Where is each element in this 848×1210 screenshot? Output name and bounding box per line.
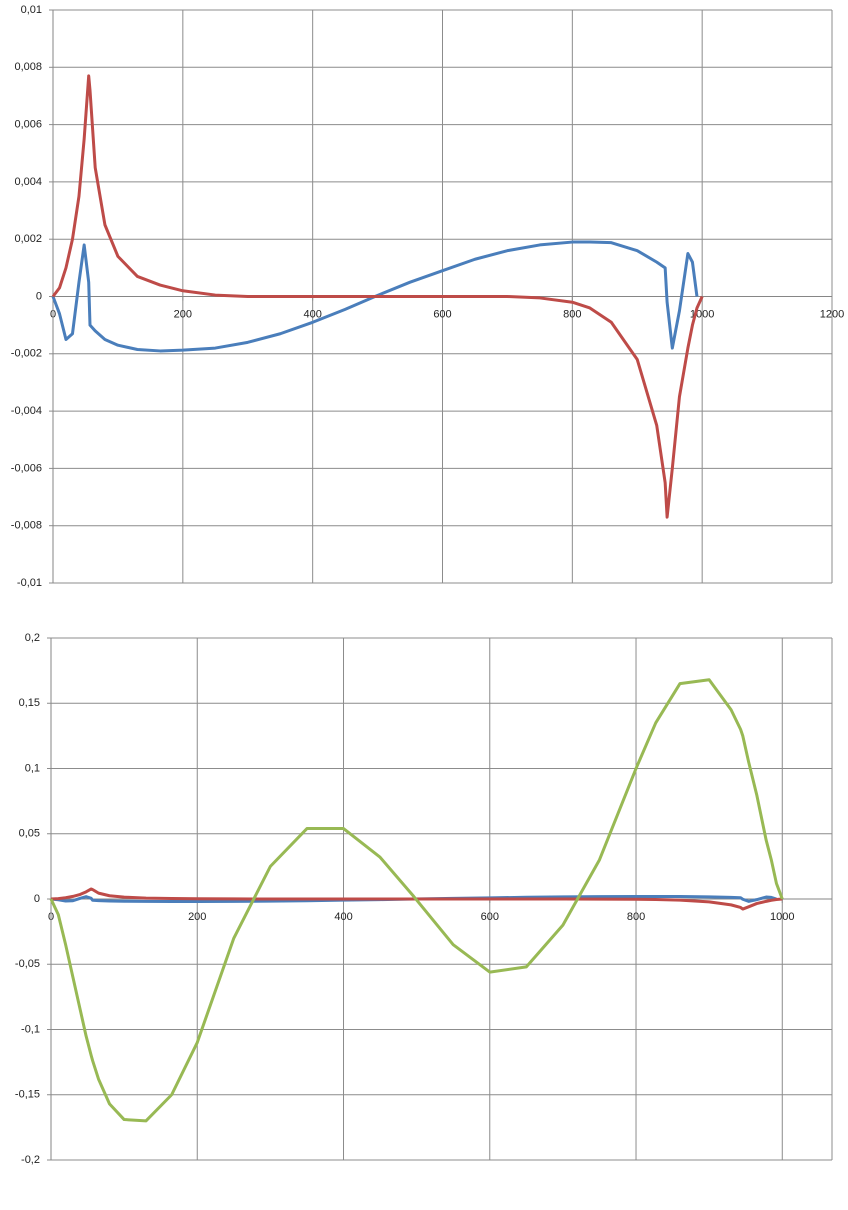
x-tick-label: 600 <box>481 911 499 923</box>
y-tick-label: 0 <box>36 290 42 302</box>
x-tick-label: 800 <box>627 911 645 923</box>
x-tick-label: 400 <box>303 308 321 320</box>
x-tick-label: 800 <box>563 308 581 320</box>
y-tick-label: -0,008 <box>11 520 42 532</box>
y-tick-label: 0,002 <box>14 233 42 245</box>
y-tick-label: 0,15 <box>19 697 40 709</box>
y-tick-label: 0,05 <box>19 828 40 840</box>
x-tick-label: 600 <box>433 308 451 320</box>
y-tick-label: -0,1 <box>21 1023 40 1035</box>
y-tick-label: 0,01 <box>21 4 42 16</box>
y-tick-label: 0 <box>34 893 40 905</box>
y-tick-label: -0,15 <box>15 1089 40 1101</box>
y-tick-label: 0,008 <box>14 61 42 73</box>
y-tick-label: 0,2 <box>25 632 40 644</box>
data-line <box>51 240 699 353</box>
y-tick-label: 0,006 <box>14 119 42 131</box>
y-tick-label: -0,2 <box>21 1154 40 1166</box>
y-tick-label: -0,006 <box>11 462 42 474</box>
y-tick-label: -0,004 <box>11 405 42 417</box>
y-tick-label: 0,004 <box>14 176 42 188</box>
y-tick-label: -0,05 <box>15 958 40 970</box>
data-line <box>49 678 784 1123</box>
data-line <box>51 74 704 519</box>
x-tick-label: 1000 <box>770 911 794 923</box>
x-tick-label: 200 <box>174 308 192 320</box>
data-line <box>50 887 783 911</box>
y-tick-label: -0,01 <box>17 577 42 589</box>
x-tick-label: 400 <box>334 911 352 923</box>
y-tick-label: 0,1 <box>25 762 40 774</box>
y-tick-label: -0,002 <box>11 348 42 360</box>
x-tick-label: 200 <box>188 911 206 923</box>
